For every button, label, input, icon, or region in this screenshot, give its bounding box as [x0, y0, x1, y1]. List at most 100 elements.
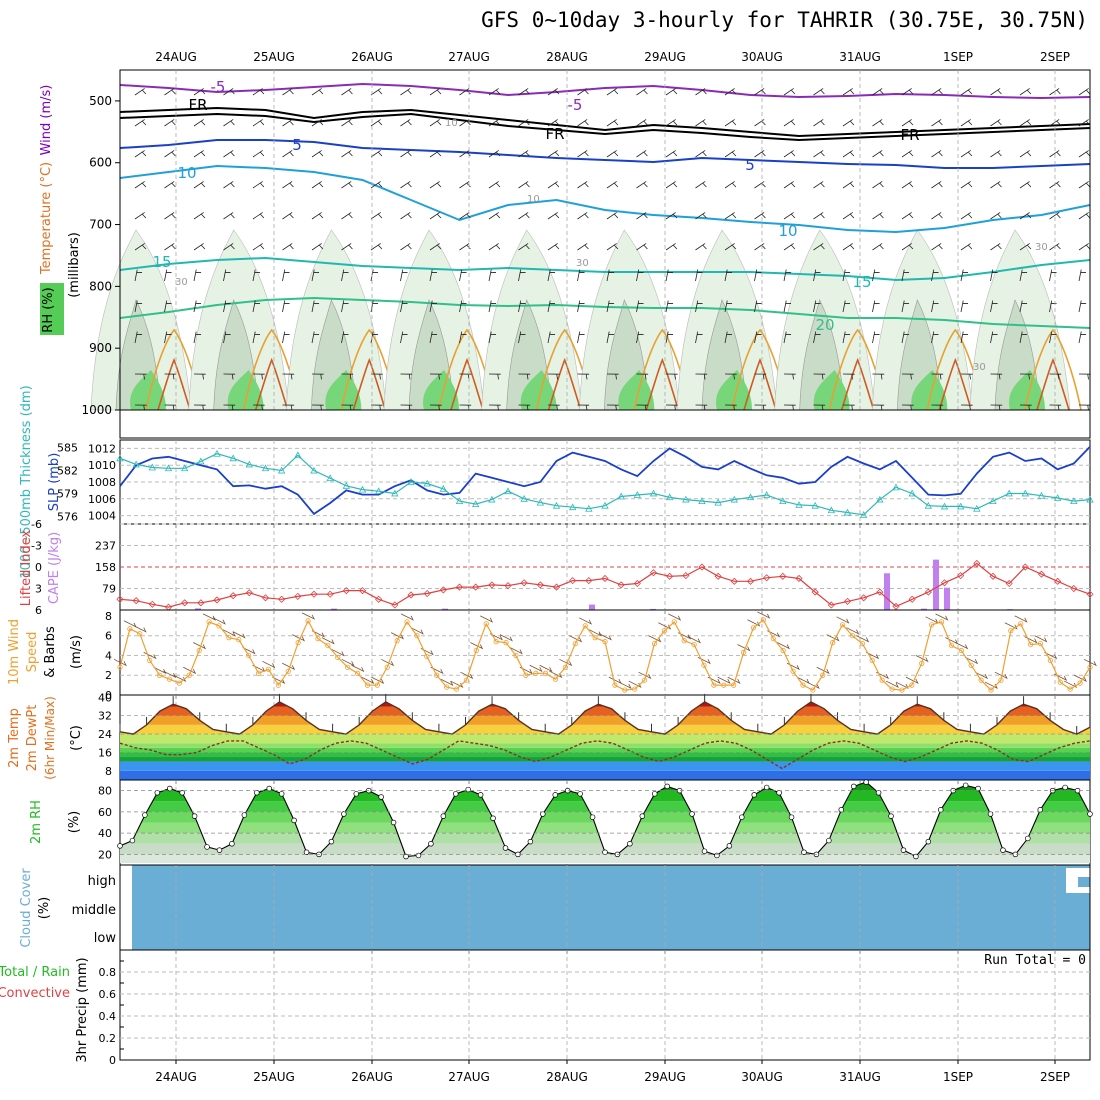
li-point	[310, 590, 318, 598]
li-point	[504, 582, 512, 590]
wind10-point	[186, 672, 192, 678]
isotherm-line	[119, 112, 1091, 142]
wind-barb	[488, 150, 501, 158]
ylabel-wind10-c: & Barbs	[43, 626, 58, 678]
wind-barb	[665, 331, 674, 344]
li-point	[132, 597, 140, 605]
wind10-barb	[569, 635, 583, 643]
li-point	[488, 581, 496, 589]
rh-point	[1025, 835, 1031, 842]
precip-frame	[119, 949, 1091, 1061]
isotherm-label: 20	[815, 316, 834, 334]
wind-barb	[724, 373, 737, 380]
temp-band	[120, 715, 1090, 725]
date-label-top: 27AUG	[448, 50, 490, 64]
ylabel-cape: CAPE (J/kg)	[47, 532, 62, 604]
wind10-barb	[895, 681, 909, 689]
wind-barb	[842, 243, 855, 251]
wind10-barb	[549, 670, 563, 679]
wind10-point	[1077, 680, 1083, 686]
wind-barb	[665, 300, 674, 313]
rh-legend-swatch	[40, 283, 64, 335]
rh-point	[1062, 784, 1068, 791]
wind-barb	[1078, 181, 1091, 189]
wind-barb	[370, 88, 383, 96]
wind10-point	[701, 662, 707, 668]
rh-area-high	[325, 370, 362, 410]
wind-barb	[134, 300, 143, 313]
wind-barb	[695, 88, 707, 96]
wind10-barb	[905, 676, 919, 685]
temp-tick-label: 16	[98, 746, 112, 759]
isotherm-label: 15	[852, 273, 871, 291]
wind-barb	[341, 300, 349, 313]
wind-barb	[665, 181, 678, 189]
wind-barb	[1049, 88, 1061, 96]
wind-barb	[636, 331, 644, 344]
wind10-barb	[598, 633, 612, 641]
wind10-point	[483, 621, 489, 627]
wind-barb	[311, 212, 324, 220]
li-tick-label: 6	[35, 604, 42, 617]
li-point	[358, 587, 367, 595]
thickness-point	[213, 449, 221, 457]
wind-barb	[223, 88, 235, 96]
wind10-point	[592, 635, 598, 641]
wind-barb	[518, 212, 530, 220]
wind-barb	[547, 88, 560, 96]
wind-barb	[754, 373, 767, 380]
wind-barb	[960, 269, 969, 282]
li-point	[779, 572, 787, 580]
wind-barb	[429, 331, 438, 344]
cloud-tick-label: middle	[72, 903, 116, 918]
wind-barb	[547, 300, 556, 313]
rh-point	[751, 792, 757, 798]
wind10-point	[810, 687, 816, 693]
thickness-point	[876, 495, 884, 503]
wind10-tick-label: 2	[105, 669, 112, 682]
wind-barb	[872, 269, 880, 282]
wind-barb	[901, 331, 910, 344]
wind-barb	[813, 243, 825, 251]
thickness-point	[294, 451, 302, 459]
wind-barb	[518, 243, 530, 251]
wind10-barb	[242, 647, 256, 655]
rh-point	[863, 779, 869, 785]
wind-barb	[901, 269, 910, 282]
wind-barb	[695, 331, 703, 344]
wind-barb	[518, 300, 526, 313]
wind-barb	[606, 269, 615, 282]
wind10-barb	[1044, 652, 1058, 660]
rh-point	[838, 806, 845, 813]
wind-barb	[488, 243, 501, 251]
wind-barb	[400, 181, 412, 189]
wind-barb	[872, 331, 880, 344]
wind-barb	[518, 150, 530, 158]
wind10-barb	[687, 636, 701, 644]
wind-barb	[606, 212, 619, 220]
rh-point	[875, 789, 882, 796]
wind-barb	[488, 212, 501, 220]
wind-barb	[1019, 269, 1028, 282]
wind10-point	[206, 619, 212, 625]
thickness-tick-label: 582	[57, 465, 78, 478]
wind-barb	[518, 119, 530, 127]
wind-barb	[400, 300, 408, 313]
wind10-barb	[163, 670, 177, 679]
wind-barb	[783, 300, 792, 313]
wind-barb	[1019, 212, 1032, 220]
slp-tick-label: 1008	[88, 476, 116, 489]
cloud-tick-label: low	[94, 931, 117, 946]
wind10-point	[849, 633, 856, 639]
rh-point	[1037, 806, 1044, 813]
rh-point	[142, 812, 148, 818]
wind10-point	[265, 666, 272, 672]
wind-barb	[842, 119, 855, 127]
rh-point	[1087, 811, 1093, 817]
wind10-barb	[915, 655, 929, 663]
thickness-point	[504, 487, 512, 495]
wind-barb	[429, 119, 442, 127]
slp-tick-label: 1004	[88, 510, 116, 523]
rh-point	[651, 791, 658, 797]
wind-barb	[813, 300, 821, 313]
